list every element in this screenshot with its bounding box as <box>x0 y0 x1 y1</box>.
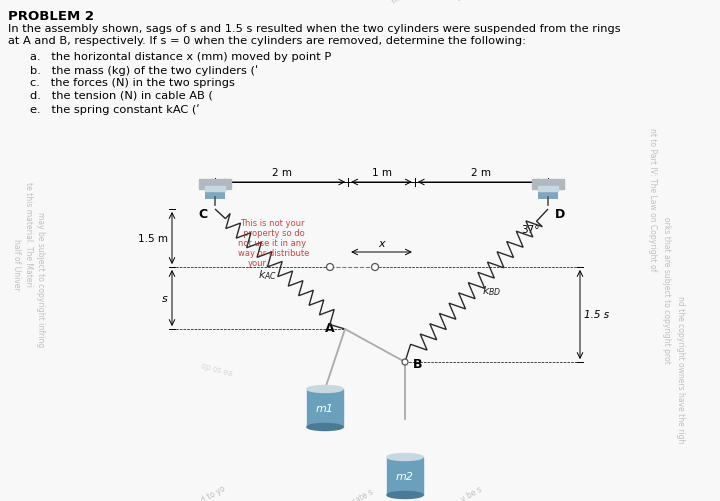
Text: b.   the mass (kg) of the two cylinders (ʹ: b. the mass (kg) of the two cylinders (ʹ <box>30 65 258 76</box>
Bar <box>307 389 343 427</box>
Text: may be subject to copyright infring: may be subject to copyright infring <box>36 212 45 347</box>
Text: e the right: e the right <box>520 0 558 2</box>
Text: nt IV: Th: nt IV: Th <box>390 0 421 6</box>
Text: orks that are subject to copyright prot: orks that are subject to copyright prot <box>662 216 671 363</box>
Text: way or distribute: way or distribute <box>238 249 310 258</box>
Text: C: C <box>199 207 207 220</box>
Text: $k_{BD}$: $k_{BD}$ <box>482 284 501 298</box>
Text: d to yo: d to yo <box>200 482 228 501</box>
Circle shape <box>372 264 379 271</box>
Text: c.   the forces (N) in the two springs: c. the forces (N) in the two springs <box>30 78 235 88</box>
Ellipse shape <box>307 424 343 431</box>
Text: d.   the tension (N) in cable AB (: d. the tension (N) in cable AB ( <box>30 91 213 101</box>
Text: B: B <box>413 357 423 370</box>
Text: 1 m: 1 m <box>372 168 392 178</box>
Text: nd the copyright owners have the righ: nd the copyright owners have the righ <box>676 296 685 443</box>
Text: property so do: property so do <box>238 229 305 238</box>
Text: D: D <box>555 207 565 220</box>
Text: 1.5 m: 1.5 m <box>138 233 168 243</box>
Text: 2 m: 2 m <box>271 168 292 178</box>
Text: a.   the horizontal distance x (mm) moved by point P: a. the horizontal distance x (mm) moved … <box>30 52 331 62</box>
Text: $k_{AC}$: $k_{AC}$ <box>258 268 278 282</box>
Bar <box>199 180 231 189</box>
Text: 37°: 37° <box>521 224 539 234</box>
Text: not use it in any: not use it in any <box>238 239 306 248</box>
Text: cate s: cate s <box>350 486 374 501</box>
Text: In the assembly shown, sags of s and 1.5 s resulted when the two cylinders were : In the assembly shown, sags of s and 1.5… <box>8 24 621 34</box>
Text: m1: m1 <box>316 403 334 413</box>
Bar <box>538 188 558 199</box>
Text: te this material. The Materi: te this material. The Materi <box>24 182 33 287</box>
Ellipse shape <box>387 491 423 498</box>
Text: to copyrigh: to copyrigh <box>455 0 496 3</box>
Circle shape <box>402 359 408 365</box>
Text: nt to Part IV: The Law on Copyright of: nt to Part IV: The Law on Copyright of <box>648 128 657 271</box>
Circle shape <box>326 264 333 271</box>
Text: e.   the spring constant kAC (ʹ: e. the spring constant kAC (ʹ <box>30 104 199 115</box>
Bar <box>205 188 225 199</box>
Text: This is not your: This is not your <box>240 219 305 228</box>
Bar <box>387 457 423 495</box>
Text: x: x <box>378 238 384 248</box>
Ellipse shape <box>307 386 343 393</box>
Bar <box>538 187 558 191</box>
Bar <box>532 180 564 189</box>
Text: 2 m: 2 m <box>472 168 491 178</box>
Ellipse shape <box>387 453 423 460</box>
Text: your...: your... <box>248 259 274 268</box>
Text: A: A <box>325 322 335 335</box>
Text: half of Univer: half of Univer <box>12 238 21 290</box>
Text: s: s <box>162 294 168 304</box>
Text: y be s: y be s <box>460 483 485 501</box>
Text: at A and B, respectively. If s = 0 when the cylinders are removed, determine the: at A and B, respectively. If s = 0 when … <box>8 36 526 46</box>
Text: m2: m2 <box>396 471 414 481</box>
Text: PROBLEM 2: PROBLEM 2 <box>8 10 94 23</box>
Text: 1.5 s: 1.5 s <box>584 310 609 320</box>
Bar <box>205 187 225 191</box>
Text: op os ea: op os ea <box>200 361 233 378</box>
